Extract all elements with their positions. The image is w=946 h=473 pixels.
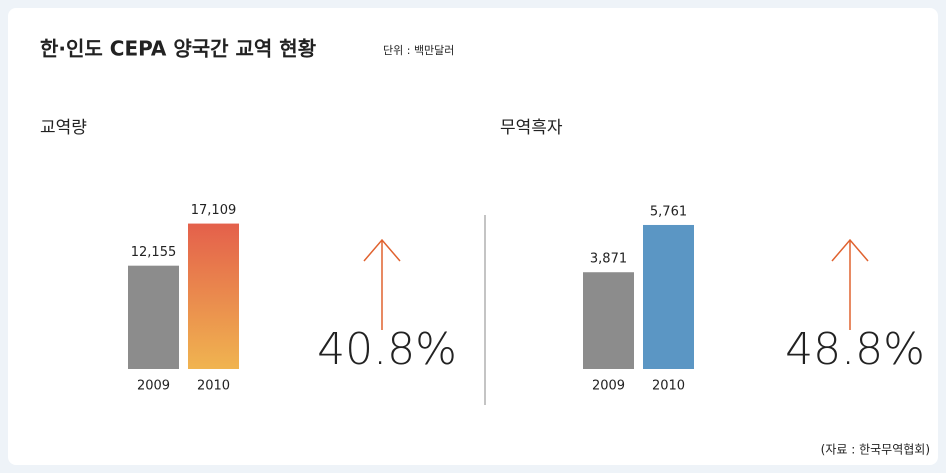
bar: [583, 272, 634, 369]
value-label: 12,155: [131, 245, 177, 260]
value-label: 5,761: [650, 204, 687, 219]
arrow-head: [363, 238, 401, 262]
source: (자료 : 한국무역협회): [821, 443, 930, 457]
subtitle: 단위 : 백만달러: [383, 44, 454, 57]
arrow-head: [831, 238, 869, 262]
chart-title: 교역량: [40, 118, 87, 138]
x-tick-label: 2009: [592, 379, 625, 394]
x-tick-label: 2010: [197, 379, 230, 394]
growth-annotation: 48.8%: [785, 324, 925, 375]
x-tick-label: 2010: [652, 379, 685, 394]
chart-title: 무역흑자: [500, 118, 563, 138]
card: [8, 8, 938, 465]
title: 한·인도 CEPA 양국간 교역 현황: [40, 37, 317, 61]
value-label: 17,109: [191, 203, 237, 218]
value-label: 3,871: [590, 252, 627, 267]
bar: [188, 223, 239, 369]
growth-annotation: 40.8%: [317, 324, 457, 375]
bar: [643, 224, 694, 369]
bar: [128, 265, 179, 369]
x-tick-label: 2009: [137, 379, 170, 394]
